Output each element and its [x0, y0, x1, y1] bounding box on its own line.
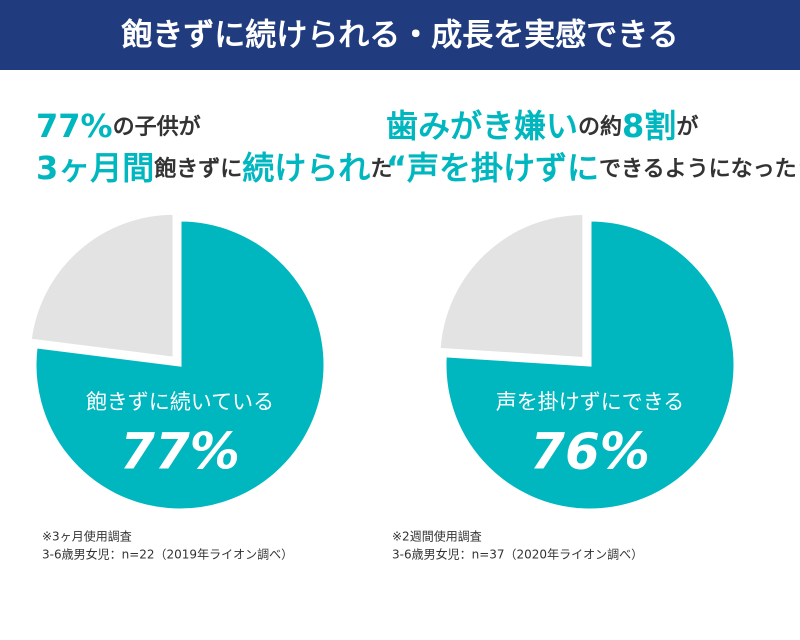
headline: 歯みがき嫌いの約8割が [386, 107, 698, 145]
headline-segment: た [370, 157, 392, 182]
headline-segment: が [676, 114, 698, 140]
headline: 3ヶ月間飽きずに続けられた [36, 149, 392, 187]
pie-slice [28, 211, 176, 360]
slice-value: 77% [120, 423, 240, 481]
headline-segment: 3ヶ月間 [36, 149, 154, 187]
headline-segment: “声を掛けずに [386, 149, 599, 187]
pie-slice [443, 218, 737, 512]
footnote: ※2週間使用調査 [392, 529, 482, 544]
footnote: 3-6歳男女児：n=37（2020年ライオン調べ） [392, 547, 643, 562]
headline-segment: できるようになった [599, 157, 797, 182]
footnote: 3-6歳男女児：n=22（2019年ライオン調べ） [42, 547, 293, 562]
pie-slice [437, 211, 586, 361]
headline-segment: 歯みがき嫌い [386, 107, 578, 145]
slice-label: 声を掛けずにできる [496, 390, 685, 414]
headline-segment: 飽きずに [153, 156, 242, 182]
header-bar [0, 0, 800, 70]
footnote: ※3ヶ月使用調査 [42, 529, 132, 544]
pie-slice [33, 218, 327, 512]
slice-label: 飽きずに続いている [86, 390, 274, 414]
headline: “声を掛けずにできるようになった” [386, 149, 800, 187]
headline-segment: 8割 [622, 107, 676, 145]
slice-value: 76% [530, 423, 650, 481]
header-title: 飽きずに続けられる・成長を実感できる [121, 18, 678, 54]
headline-segment: の約 [578, 114, 622, 140]
headline-segment: 77% [36, 107, 113, 145]
headline-segment: の子供が [113, 114, 201, 140]
headline: 77%の子供が [36, 107, 201, 145]
headline-segment: 続けられ [242, 149, 370, 187]
headline-segment: ” [797, 149, 800, 187]
